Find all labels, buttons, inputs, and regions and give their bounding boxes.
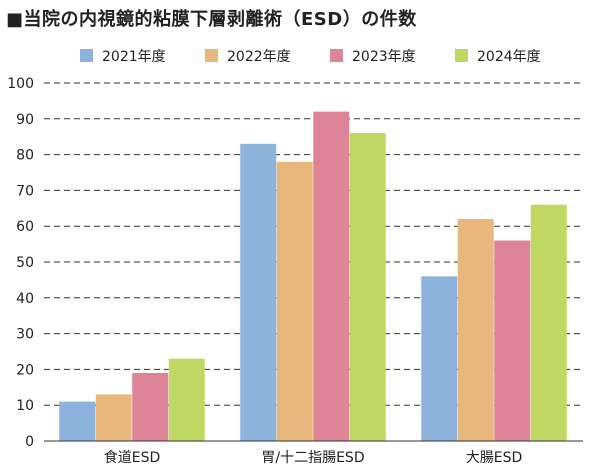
bars (59, 111, 567, 442)
bar-3-2 (457, 219, 494, 441)
legend-label-1: 2021年度 (102, 49, 166, 65)
legend-swatch-4 (455, 49, 468, 62)
y-tick-label-90: 90 (16, 112, 34, 128)
bar-1-4 (168, 358, 205, 441)
x-axis-category-labels: 食道ESD 胃/十二指腸ESD 大腸ESD (104, 449, 523, 466)
y-tick-label-20: 20 (16, 362, 34, 378)
legend-label-2: 2022年度 (227, 49, 291, 65)
y-tick-label-10: 10 (16, 398, 34, 414)
category-label-3: 大腸ESD (466, 450, 523, 466)
y-tick-label-40: 40 (16, 291, 34, 307)
y-tick-label-100: 100 (7, 76, 34, 92)
y-axis-tick-labels: 0 10 20 30 40 50 60 70 80 90 100 (7, 76, 34, 450)
bar-3-3 (494, 240, 531, 441)
chart-title: ■当院の内視鏡的粘膜下層剥離術（ESD）の件数 (6, 9, 417, 30)
category-label-2: 胃/十二指腸ESD (261, 450, 364, 466)
bar-2-2 (276, 161, 313, 441)
bar-3-1 (421, 276, 458, 441)
category-label-1: 食道ESD (104, 449, 161, 466)
bar-1-1 (59, 401, 96, 441)
bar-2-1 (240, 143, 277, 442)
y-tick-label-50: 50 (16, 255, 34, 271)
legend-swatch-1 (80, 49, 93, 62)
legend-label-4: 2024年度 (477, 49, 541, 65)
legend-label-3: 2023年度 (352, 49, 416, 65)
legend-swatch-2 (205, 49, 218, 62)
bar-3-4 (530, 204, 567, 441)
y-tick-label-60: 60 (16, 219, 34, 235)
bar-2-4 (349, 133, 386, 441)
bar-2-3 (313, 111, 350, 441)
bar-1-2 (95, 394, 132, 441)
legend-swatch-3 (330, 49, 343, 62)
y-tick-label-0: 0 (25, 434, 34, 450)
y-tick-label-80: 80 (16, 148, 34, 164)
bar-1-3 (132, 372, 169, 441)
legend: 2021年度 2022年度 2023年度 2024年度 (80, 49, 541, 65)
y-tick-label-70: 70 (16, 183, 34, 199)
y-tick-label-30: 30 (16, 327, 34, 343)
